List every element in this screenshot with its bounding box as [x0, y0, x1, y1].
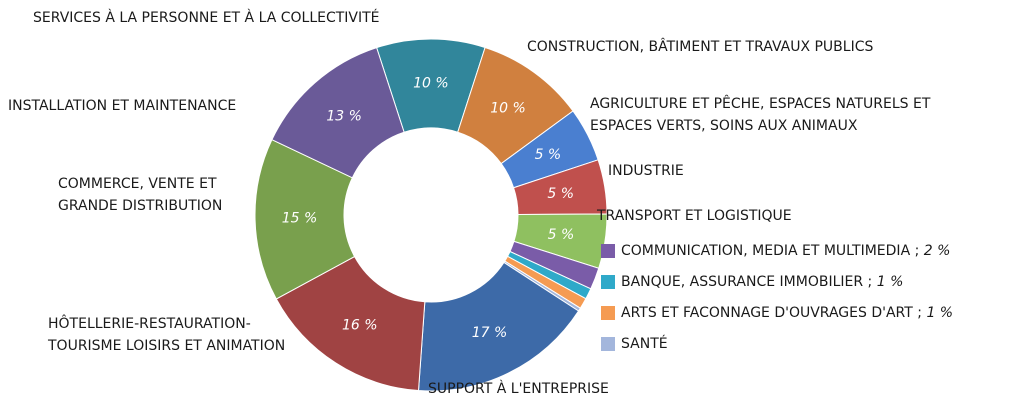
legend-label: ARTS ET FACONNAGE D'OUVRAGES D'ART ; 1 % — [621, 302, 953, 324]
category-label: COMMERCE, VENTE ET GRANDE DISTRIBUTION — [58, 176, 223, 214]
value-label: 15 % — [282, 211, 318, 227]
value-label: 1 % — [926, 305, 954, 321]
donut-segment — [271, 46, 405, 179]
category-label: INDUSTRIE — [608, 163, 684, 179]
value-label: 2 % — [923, 243, 951, 259]
legend-text: COMMUNICATION, MEDIA ET MULTIMEDIA — [621, 243, 911, 259]
legend-label: SANTÉ — [621, 333, 668, 355]
legend-label: BANQUE, ASSURANCE IMMOBILIER ; 1 % — [621, 271, 903, 293]
value-label: 13 % — [326, 108, 362, 124]
legend-text: ARTS ET FACONNAGE D'OUVRAGES D'ART — [621, 305, 913, 321]
category-label: SUPPORT À L'ENTREPRISE — [428, 381, 609, 397]
value-label: 1 % — [876, 274, 904, 290]
category-label: CONSTRUCTION, BÂTIMENT ET TRAVAUX PUBLIC… — [527, 39, 874, 55]
legend-text: SANTÉ — [621, 336, 668, 352]
legend-swatch — [601, 306, 615, 320]
value-label: 5 % — [548, 227, 575, 243]
legend-swatch — [601, 275, 615, 289]
category-label: HÔTELLERIE-RESTAURATION- TOURISME LOISIR… — [48, 316, 286, 354]
value-label: 5 % — [535, 147, 562, 163]
legend-swatch — [601, 244, 615, 258]
value-label: 10 % — [490, 100, 526, 116]
category-label: SERVICES À LA PERSONNE ET À LA COLLECTIV… — [33, 10, 380, 26]
legend-separator: ; — [917, 305, 922, 321]
category-label: AGRICULTURE ET PÊCHE, ESPACES NATURELS E… — [590, 96, 931, 134]
donut-segment — [417, 261, 580, 392]
legend-separator: ; — [867, 274, 873, 290]
value-label: 5 % — [547, 186, 574, 202]
legend-text: BANQUE, ASSURANCE IMMOBILIER — [621, 274, 864, 290]
category-label: INSTALLATION ET MAINTENANCE — [8, 98, 237, 114]
value-label: 17 % — [472, 325, 508, 341]
legend-swatch — [601, 337, 615, 351]
value-label: 16 % — [342, 318, 378, 334]
legend-label: COMMUNICATION, MEDIA ET MULTIMEDIA ; 2 % — [621, 240, 950, 262]
value-label: 10 % — [413, 76, 449, 92]
category-label: TRANSPORT ET LOGISTIQUE — [597, 208, 792, 224]
legend-separator: ; — [914, 243, 920, 259]
